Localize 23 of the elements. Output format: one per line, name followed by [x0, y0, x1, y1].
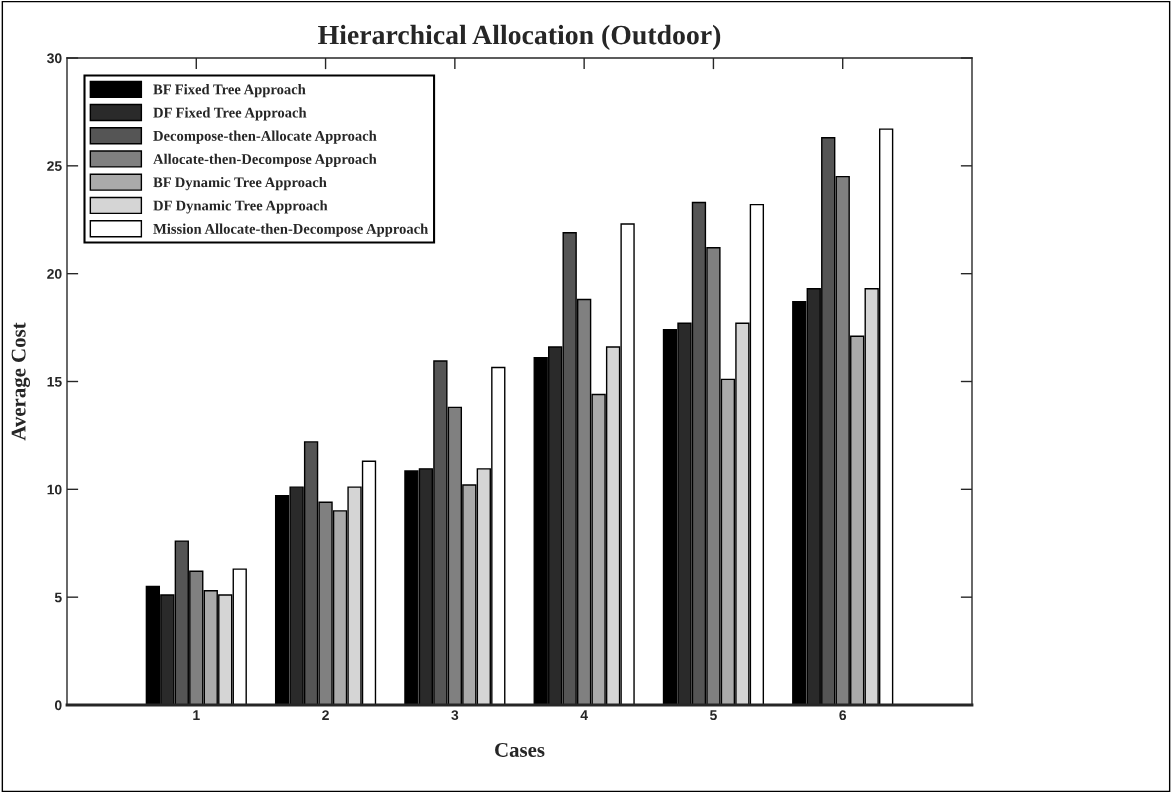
legend-label: Mission Allocate-then-Decompose Approach [153, 223, 429, 237]
legend-label: BF Dynamic Tree Approach [153, 176, 327, 191]
y-tick-label: 5 [54, 592, 62, 603]
legend-label: BF Fixed Tree Approach [153, 84, 306, 98]
y-axis-title: Average Cost [11, 322, 31, 441]
y-tick-label: 0 [54, 700, 62, 711]
legend-label: DF Fixed Tree Approach [153, 107, 307, 121]
x-tick-label: 4 [580, 710, 588, 720]
legend-label: Allocate-then-Decompose Approach [153, 153, 377, 167]
legend-label: Decompose-then-Allocate Approach [153, 130, 377, 144]
y-tick-label: 20 [47, 269, 62, 279]
chart-title: Hierarchical Allocation (Outdoor) [318, 24, 721, 51]
x-tick-label: 6 [839, 710, 847, 721]
x-tick-label: 3 [451, 710, 459, 721]
x-tick-label: 1 [193, 710, 200, 720]
y-tick-label: 15 [47, 376, 62, 387]
x-axis-title: Cases [495, 742, 545, 757]
legend-label: DF Dynamic Tree Approach [153, 200, 328, 214]
y-tick-label: 30 [47, 53, 62, 64]
y-tick-label: 25 [47, 161, 62, 171]
x-tick-label: 5 [709, 710, 717, 721]
y-tick-label: 10 [47, 484, 62, 495]
x-tick-label: 2 [322, 710, 329, 720]
